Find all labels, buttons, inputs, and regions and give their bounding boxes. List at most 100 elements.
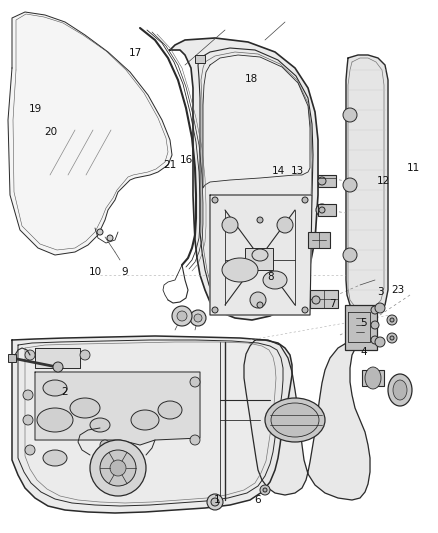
Circle shape [212,307,218,313]
Polygon shape [210,195,312,315]
Circle shape [110,460,126,476]
Text: 19: 19 [29,104,42,114]
Circle shape [312,296,320,304]
Circle shape [107,235,113,241]
Ellipse shape [388,374,412,406]
Bar [308,232,330,248]
Circle shape [25,445,35,455]
Circle shape [257,217,263,223]
Circle shape [211,498,219,506]
Text: 1: 1 [213,495,220,505]
Ellipse shape [158,401,182,419]
Circle shape [318,177,326,185]
Circle shape [190,377,200,387]
Circle shape [390,318,394,322]
Bar [245,248,273,270]
Circle shape [263,488,267,492]
Text: 23: 23 [391,286,404,295]
Ellipse shape [37,408,73,432]
Bar [318,204,336,216]
Text: 21: 21 [163,160,177,170]
Polygon shape [35,372,200,445]
Ellipse shape [271,403,319,437]
Circle shape [371,321,379,329]
Bar [310,290,338,308]
Circle shape [190,310,206,326]
Circle shape [222,217,238,233]
Ellipse shape [131,410,159,430]
Bar [318,175,336,187]
Circle shape [90,440,146,496]
Ellipse shape [70,398,100,418]
Text: 6: 6 [254,495,261,505]
Text: 12: 12 [377,176,390,186]
Circle shape [277,217,293,233]
Ellipse shape [252,249,268,261]
Text: 18: 18 [245,74,258,84]
Polygon shape [170,38,318,320]
Text: 20: 20 [44,127,57,137]
Ellipse shape [222,258,258,282]
Circle shape [302,197,308,203]
Circle shape [319,207,325,213]
Polygon shape [8,12,172,255]
Circle shape [343,178,357,192]
Circle shape [100,450,136,486]
Ellipse shape [365,367,381,389]
Text: 9: 9 [121,267,128,277]
Ellipse shape [90,418,110,432]
Circle shape [177,311,187,321]
Circle shape [387,333,397,343]
Polygon shape [12,336,292,513]
Text: 2: 2 [61,387,68,397]
Ellipse shape [265,398,325,442]
Text: 13: 13 [291,166,304,175]
Circle shape [387,315,397,325]
Polygon shape [346,55,388,315]
Circle shape [343,108,357,122]
Circle shape [25,350,35,360]
Circle shape [53,362,63,372]
Text: 5: 5 [360,318,367,328]
Circle shape [375,337,385,347]
Ellipse shape [43,450,67,466]
Circle shape [23,390,33,400]
Circle shape [207,494,223,510]
Circle shape [257,302,263,308]
Text: 3: 3 [377,287,384,297]
Polygon shape [244,340,370,500]
Polygon shape [35,348,80,368]
Circle shape [260,485,270,495]
Circle shape [97,229,103,235]
Text: 7: 7 [328,299,336,309]
Circle shape [80,350,90,360]
Text: 16: 16 [180,155,193,165]
Circle shape [375,303,385,313]
Circle shape [302,307,308,313]
Circle shape [100,440,110,450]
Ellipse shape [43,380,67,396]
Bar [8,354,16,362]
Circle shape [343,248,357,262]
Circle shape [250,292,266,308]
Circle shape [371,336,379,344]
Circle shape [194,314,202,322]
Circle shape [371,306,379,314]
Polygon shape [203,55,310,188]
Circle shape [190,435,200,445]
Circle shape [23,415,33,425]
Circle shape [172,306,192,326]
Text: 11: 11 [407,163,420,173]
Ellipse shape [263,271,287,289]
Circle shape [390,336,394,340]
Ellipse shape [393,380,407,400]
Text: 14: 14 [272,166,285,175]
Text: 4: 4 [360,347,367,357]
Text: 10: 10 [89,267,102,277]
Circle shape [212,197,218,203]
Text: 8: 8 [267,272,274,282]
Bar [345,305,377,350]
Text: 17: 17 [129,49,142,58]
Bar [362,370,384,386]
Circle shape [316,204,328,216]
